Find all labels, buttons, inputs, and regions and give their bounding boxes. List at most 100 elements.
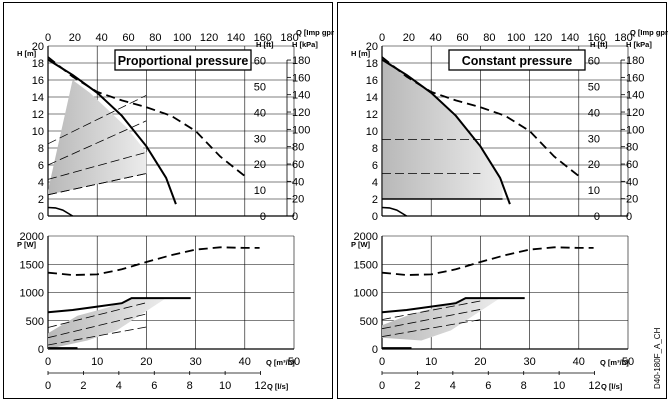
h-m-tick: 2 bbox=[38, 194, 44, 206]
h-ft-tick: 0 bbox=[594, 211, 600, 223]
h-kpa-tick: 120 bbox=[292, 107, 310, 119]
q-top-tick: 160 bbox=[588, 32, 606, 44]
head-control-line bbox=[47, 151, 147, 180]
q-ls-tick: 10 bbox=[553, 380, 565, 392]
h-m-tick: 18 bbox=[32, 58, 44, 70]
h-kpa-tick: 100 bbox=[292, 124, 310, 136]
h-kpa-tick: 180 bbox=[292, 55, 310, 67]
h-ft-tick: 50 bbox=[588, 81, 600, 93]
power-control-line bbox=[381, 300, 481, 320]
chart-title-box: Proportional pressure bbox=[114, 49, 252, 71]
head-max-curve bbox=[381, 58, 511, 205]
h-m-tick: 4 bbox=[38, 177, 44, 189]
q-top-tick: 100 bbox=[173, 32, 191, 44]
head-dashed-curve bbox=[47, 56, 246, 177]
h-m-unit: H [m] bbox=[17, 49, 37, 58]
chart-title: Proportional pressure bbox=[118, 54, 249, 68]
q-top-tick: 0 bbox=[45, 32, 51, 44]
q-m3h-tick: 10 bbox=[425, 356, 437, 368]
power-max-curve bbox=[47, 297, 191, 314]
h-kpa-tick: 0 bbox=[292, 211, 298, 223]
h-m-unit: H [m] bbox=[351, 49, 371, 58]
power-control-line bbox=[47, 313, 147, 339]
head-control-line bbox=[47, 173, 147, 196]
h-ft-tick: 50 bbox=[254, 81, 266, 93]
q-ls-tick: 8 bbox=[521, 380, 527, 392]
q-m3h-tick: 50 bbox=[288, 356, 300, 368]
h-kpa-tick: 20 bbox=[292, 194, 304, 206]
q-top-unit: Q [Imp gpm] bbox=[296, 28, 334, 37]
q-top-tick: 180 bbox=[280, 32, 298, 44]
h-m-tick: 6 bbox=[372, 160, 378, 172]
h-m-tick: 20 bbox=[366, 41, 378, 53]
h-m-tick: 14 bbox=[366, 92, 378, 104]
h-kpa-tick: 140 bbox=[292, 90, 310, 102]
q-ls-tick: 8 bbox=[187, 380, 193, 392]
p-w-unit: P [W] bbox=[351, 240, 371, 249]
h-m-tick: 16 bbox=[366, 75, 378, 87]
h-ft-tick: 60 bbox=[588, 56, 600, 68]
q-m3h-tick: 20 bbox=[140, 356, 152, 368]
h-kpa-tick: 80 bbox=[626, 142, 638, 154]
q-ls-tick: 2 bbox=[80, 380, 86, 392]
h-kpa-tick: 140 bbox=[626, 90, 644, 102]
h-kpa-tick: 40 bbox=[292, 176, 304, 188]
q-ls-tick: 6 bbox=[485, 380, 491, 392]
p-tick: 1000 bbox=[20, 288, 44, 300]
power-control-line bbox=[381, 309, 481, 330]
h-ft-tick: 20 bbox=[254, 159, 266, 171]
q-top-tick: 160 bbox=[254, 32, 272, 44]
q-m3h-tick: 10 bbox=[91, 356, 103, 368]
h-ft-tick: 60 bbox=[254, 56, 266, 68]
q-ls-tick: 12 bbox=[588, 380, 600, 392]
chart-title: Constant pressure bbox=[462, 54, 572, 68]
h-m-tick: 16 bbox=[32, 75, 44, 87]
figure-code: D40-180F_A_CH bbox=[652, 309, 664, 389]
p-tick: 1000 bbox=[354, 288, 378, 300]
h-kpa-unit: H [kPa] bbox=[626, 40, 652, 49]
p-tick: 0 bbox=[38, 344, 44, 356]
q-m3h-tick: 40 bbox=[239, 356, 251, 368]
p-tick: 2000 bbox=[354, 231, 378, 243]
h-kpa-tick: 80 bbox=[292, 142, 304, 154]
power-max-curve bbox=[381, 297, 525, 314]
h-ft-unit: H [ft] bbox=[590, 40, 608, 49]
q-m3h-tick: 0 bbox=[379, 356, 385, 368]
q-m3h-unit: Q [m³/h] bbox=[266, 358, 295, 367]
power-control-line bbox=[47, 302, 147, 328]
h-kpa-tick: 40 bbox=[626, 176, 638, 188]
h-ft-tick: 30 bbox=[588, 133, 600, 145]
p-tick: 1500 bbox=[354, 259, 378, 271]
q-ls-tick: 4 bbox=[450, 380, 456, 392]
power-dashed-curve bbox=[47, 246, 260, 276]
h-ft-tick: 20 bbox=[588, 159, 600, 171]
q-top-tick: 20 bbox=[69, 32, 81, 44]
q-top-tick: 0 bbox=[379, 32, 385, 44]
h-m-tick: 14 bbox=[32, 92, 44, 104]
q-ls-tick: 6 bbox=[151, 380, 157, 392]
q-top-tick: 60 bbox=[456, 32, 468, 44]
h-m-tick: 8 bbox=[372, 143, 378, 155]
h-m-tick: 4 bbox=[372, 177, 378, 189]
h-m-tick: 0 bbox=[372, 211, 378, 223]
p-tick: 0 bbox=[372, 344, 378, 356]
head-max-curve bbox=[47, 58, 177, 205]
q-ls-tick: 4 bbox=[116, 380, 122, 392]
q-ls-tick: 12 bbox=[254, 380, 266, 392]
head-shaded-region bbox=[382, 59, 503, 199]
q-m3h-tick: 30 bbox=[189, 356, 201, 368]
q-ls-unit: Q [l/s] bbox=[267, 382, 289, 391]
p-tick: 1500 bbox=[20, 259, 44, 271]
q-m3h-tick: 20 bbox=[474, 356, 486, 368]
head-dashed-curve bbox=[381, 56, 580, 177]
h-ft-tick: 40 bbox=[254, 107, 266, 119]
q-top-tick: 100 bbox=[507, 32, 525, 44]
power-control-line bbox=[381, 319, 481, 337]
power-dashed-curve bbox=[381, 246, 594, 276]
head-shaded-region bbox=[48, 80, 147, 195]
q-m3h-unit: Q [m³/h] bbox=[600, 358, 629, 367]
head-control-line bbox=[47, 94, 147, 145]
